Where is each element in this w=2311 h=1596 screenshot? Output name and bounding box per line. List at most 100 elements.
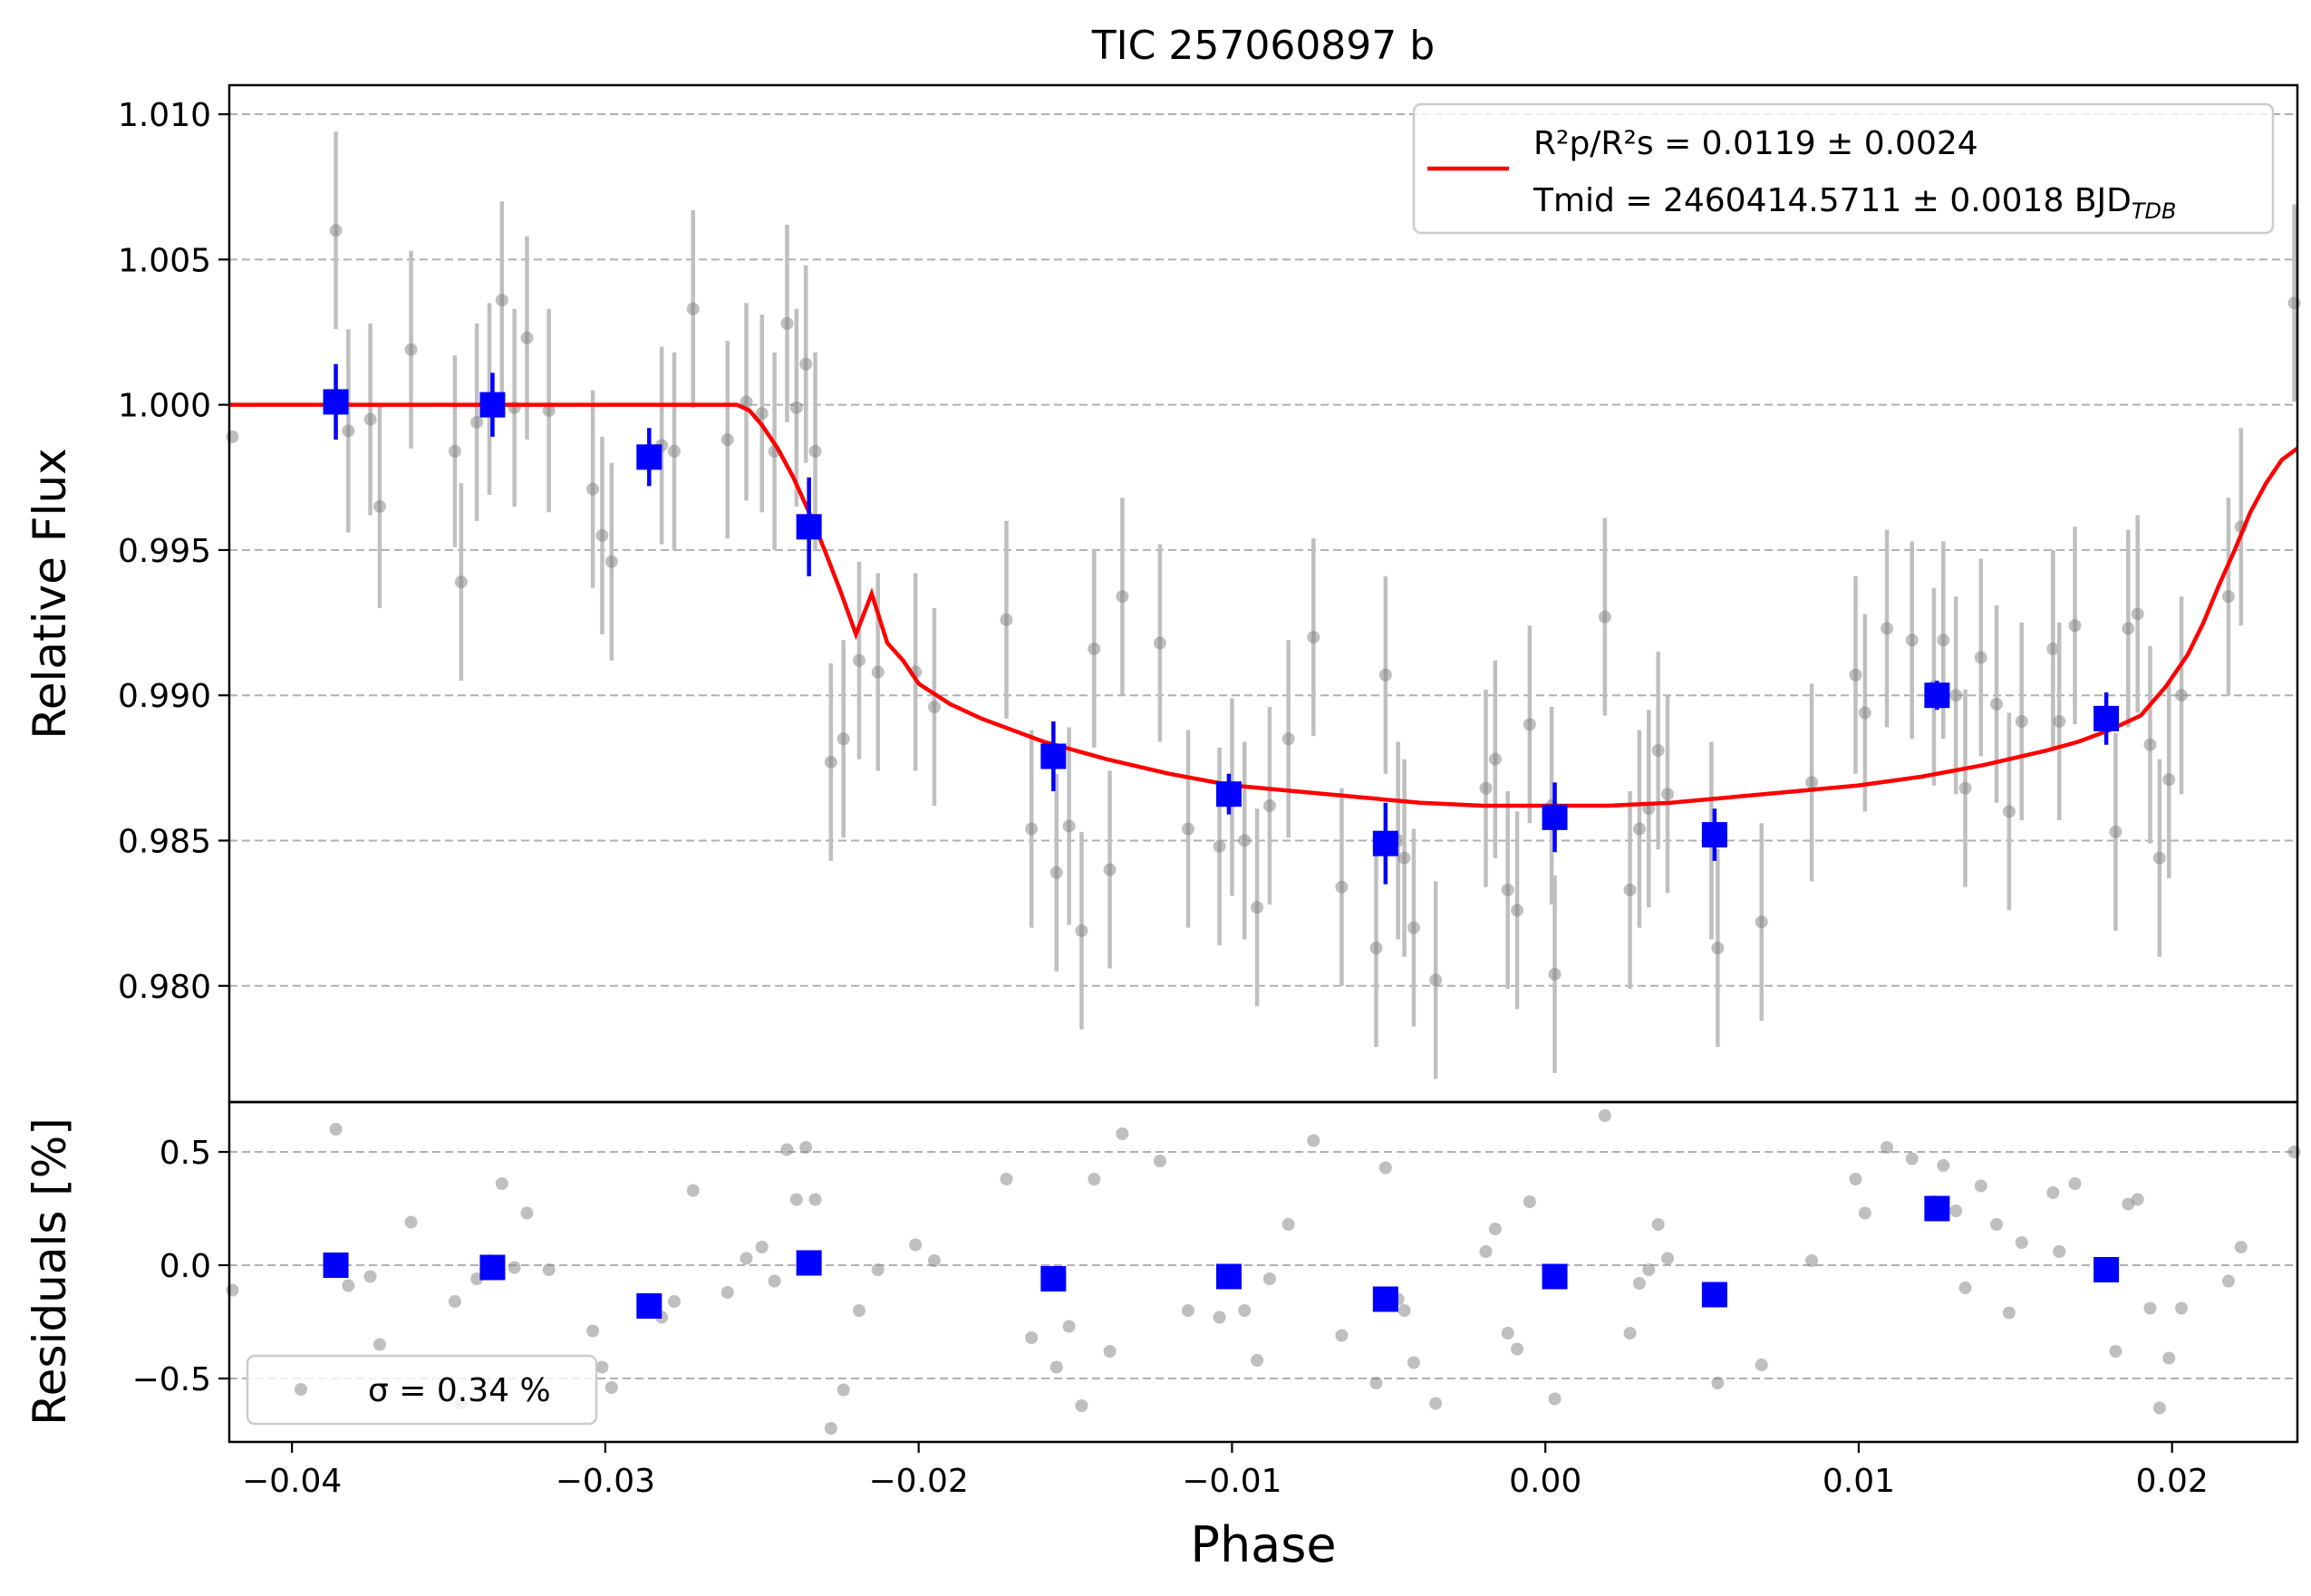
residuals-raw-point [1088,1173,1101,1185]
residuals-raw-point [1858,1206,1871,1220]
residuals-raw-point [372,1338,386,1351]
flux-raw-point [1307,631,1320,644]
flux-raw-point [852,653,865,667]
residuals-raw-point [2162,1351,2176,1365]
residuals-raw-point [1238,1304,1252,1317]
legend-model-label-line2: Tmid = 2460414.5711 ± 0.0018 BJD [1533,182,2132,219]
flux-raw-point [2053,715,2066,729]
flux-raw-point [1238,834,1252,847]
residuals-raw-point [2109,1345,2122,1358]
flux-raw-point [927,701,941,714]
flux-raw-point [1548,967,1562,981]
flux-raw-point [604,555,618,568]
residuals-binned-point [323,1253,349,1278]
residuals-raw-point [824,1422,837,1435]
flux-raw-point [789,401,803,414]
flux-raw-point [1623,883,1637,896]
residuals-raw-point [2053,1245,2066,1258]
residuals-raw-points [226,1109,2301,1435]
residuals-raw-point [2221,1274,2235,1288]
residuals-raw-point [1407,1356,1420,1369]
flux-raw-point [329,224,343,237]
residuals-raw-point [1062,1320,1076,1333]
residuals-raw-point [1974,1179,1987,1193]
flux-raw-point [1990,697,2004,711]
residuals-raw-point [595,1360,609,1374]
flux-raw-point [686,302,700,315]
flux-raw-point [2162,773,2176,787]
residuals-raw-point [495,1177,508,1190]
flux-binned-point [479,392,506,418]
flux-raw-point [1958,781,1972,795]
flux-raw-point [2109,825,2122,838]
residuals-raw-point [871,1263,885,1276]
residuals-raw-point [448,1295,461,1308]
residuals-raw-point [768,1274,781,1288]
residuals-raw-point [1755,1359,1768,1371]
residuals-x-ticks: −0.04 −0.03 −0.02 −0.01 0.00 0.01 0.02 [242,1442,2209,1500]
residuals-raw-point [363,1270,377,1283]
flux-raw-point [1397,851,1411,865]
residuals-binned-point [1542,1263,1568,1290]
flux-raw-point [1905,634,1919,647]
flux-binned-point [1215,781,1242,808]
residuals-y-tick-label: 0.0 [160,1248,211,1285]
flux-legend: R²p/R²s = 0.0119 ± 0.0024 Tmid = 2460414… [1412,102,2275,235]
residuals-binned-point [1372,1286,1398,1312]
flux-y-axis-label: Relative Flux [24,448,76,739]
residuals-raw-point [226,1283,239,1297]
residuals-raw-point [2175,1301,2189,1315]
flux-raw-point [740,395,753,409]
flux-binned-point [796,514,822,540]
x-tick-label: 0.02 [2136,1463,2209,1500]
residuals-raw-point [1378,1161,1392,1175]
residuals-raw-point [586,1324,600,1338]
flux-y-tick-label: 0.990 [118,678,211,715]
flux-axes-frame [227,83,2299,1104]
flux-raw-point [1088,642,1101,655]
residuals-raw-point [1523,1195,1536,1208]
x-tick-label: −0.03 [556,1463,655,1500]
residuals-raw-point [508,1261,521,1274]
residuals-binned-point [636,1293,662,1319]
flux-legend-box [1412,102,2275,235]
flux-binned-point [1924,682,1950,709]
residuals-legend-marker [295,1383,307,1396]
flux-raw-point [495,294,508,307]
flux-raw-point [1805,776,1819,789]
residuals-raw-point [2131,1193,2144,1206]
residuals-raw-point [1632,1277,1646,1290]
residuals-raw-point [1881,1141,1894,1154]
flux-raw-point [780,316,794,330]
residuals-raw-point [1075,1399,1088,1412]
residuals-raw-point [1213,1311,1226,1324]
residuals-binned-point [1215,1263,1242,1290]
flux-binned-point [636,444,662,470]
flux-raw-points [226,131,2301,1079]
flux-raw-point [1881,622,1894,635]
flux-y-tick-label: 0.980 [118,969,211,1006]
residuals-raw-point [1281,1218,1295,1231]
residuals-y-tick-label: 0.5 [160,1135,211,1172]
residuals-raw-point [740,1252,753,1265]
flux-raw-point [2015,715,2028,729]
residuals-raw-point [1488,1223,1502,1235]
residuals-raw-point [2046,1186,2060,1199]
flux-binned-point [1701,822,1727,848]
flux-y-tick-label: 0.985 [118,823,211,860]
flux-y-tick-label: 0.995 [118,533,211,570]
residuals-raw-point [1479,1245,1493,1258]
flux-raw-point [1251,901,1264,914]
x-tick-label: 0.00 [1509,1463,1581,1500]
flux-raw-point [1849,668,1862,682]
residuals-binned-point [1924,1195,1950,1222]
transit-model-curve-group [229,402,2299,808]
flux-raw-point [720,433,734,447]
flux-raw-point [1501,883,1514,896]
flux-raw-point [1711,942,1725,955]
residuals-raw-point [1501,1327,1514,1340]
flux-raw-point [1488,752,1502,766]
residuals-raw-point [1661,1252,1675,1265]
flux-raw-point [1182,822,1195,836]
flux-y-ticks: 0.980 0.985 0.990 0.995 1.000 1.005 1.010 [118,97,229,1006]
